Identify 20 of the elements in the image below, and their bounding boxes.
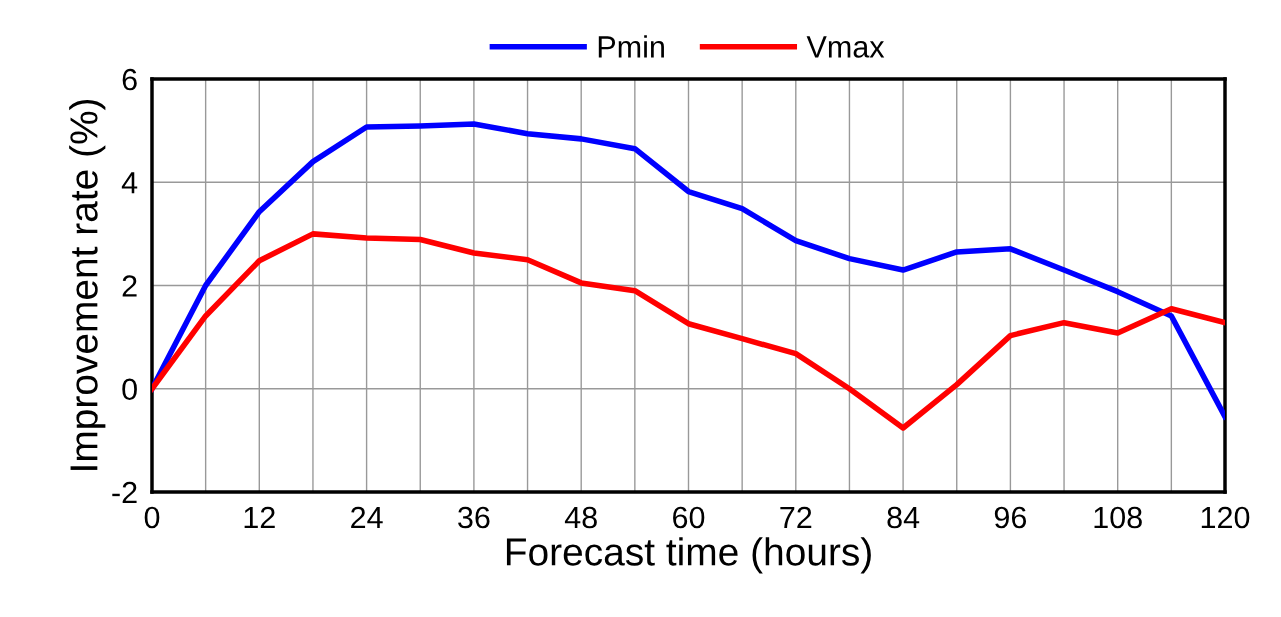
legend-label: Vmax [806,36,885,58]
x-tick-label: 96 [994,506,1027,529]
x-tick-label: 84 [887,506,920,529]
x-tick-label: 0 [144,506,160,529]
x-tick-label: 60 [673,506,705,529]
y-tick-label: -2 [112,481,137,504]
x-tick-label: 120 [1201,506,1250,529]
x-tick-label: 48 [564,506,597,529]
x-axis-title: Forecast time (hours) [506,537,871,574]
x-tick-label: 12 [244,506,275,529]
y-tick-label: 0 [122,378,137,401]
legend-label: Pmin [598,35,664,58]
x-tick-label: 108 [1094,506,1142,529]
x-tick-label: 24 [351,506,383,529]
x-tick-label: 36 [458,506,490,529]
x-tick-label: 72 [780,506,812,529]
y-axis-title: Improvement rate (%) [69,99,106,470]
y-tick-label: 2 [122,275,137,297]
y-tick-label: 4 [121,172,138,194]
y-tick-label: 6 [122,68,137,91]
